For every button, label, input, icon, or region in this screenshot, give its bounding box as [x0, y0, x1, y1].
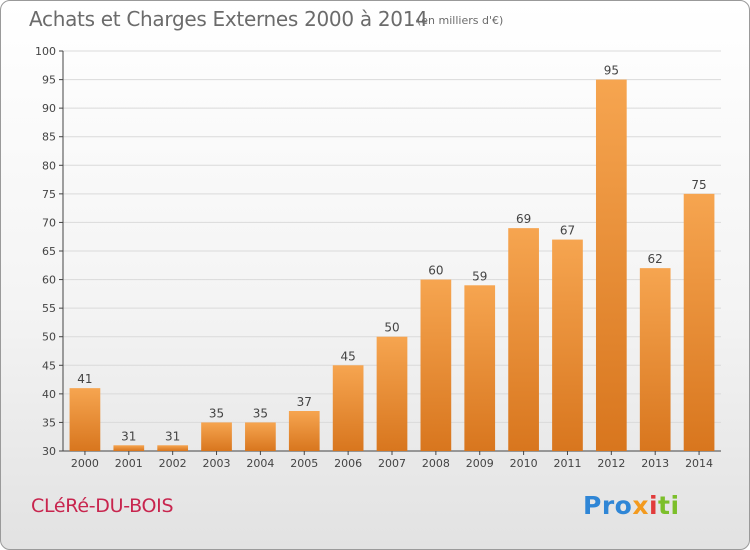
data-label: 35	[209, 406, 224, 420]
bar	[288, 411, 320, 451]
data-label: 67	[560, 224, 575, 238]
data-label: 95	[604, 64, 619, 78]
bar	[464, 285, 496, 451]
bar	[552, 239, 583, 451]
data-label: 37	[297, 395, 312, 409]
x-tick-label: 2013	[641, 457, 669, 470]
y-tick-label: 80	[42, 159, 56, 172]
x-tick-label: 2004	[246, 457, 274, 470]
chart-unit: (en milliers d'€)	[417, 14, 504, 27]
bar	[595, 79, 627, 452]
data-label: 35	[253, 406, 268, 420]
x-tick-label: 2012	[597, 457, 625, 470]
commune-name: CLéRé-DU-BOIS	[31, 495, 174, 517]
y-tick-label: 85	[42, 131, 56, 144]
x-tick-label: 2007	[378, 457, 406, 470]
data-label: 50	[384, 321, 399, 335]
bar	[69, 388, 101, 451]
x-tick-label: 2005	[290, 457, 318, 470]
data-label: 75	[691, 178, 706, 192]
y-tick-label: 70	[42, 216, 56, 229]
data-label: 45	[340, 349, 355, 363]
chart-title: Achats et Charges Externes 2000 à 2014	[29, 7, 428, 31]
y-tick-label: 50	[42, 331, 56, 344]
data-label: 59	[472, 269, 487, 283]
y-tick-label: 60	[42, 274, 56, 287]
x-tick-label: 2002	[159, 457, 187, 470]
bar	[376, 336, 408, 451]
bar	[508, 228, 539, 451]
logo-part: ti	[658, 491, 680, 520]
bar	[245, 422, 276, 451]
y-tick-label: 35	[42, 416, 56, 429]
x-tick-label: 2010	[510, 457, 538, 470]
x-tick-label: 2009	[466, 457, 494, 470]
data-label: 69	[516, 212, 531, 226]
bar	[201, 422, 232, 451]
y-tick-label: 75	[42, 188, 56, 201]
bar	[683, 193, 715, 451]
y-tick-label: 45	[42, 359, 56, 372]
y-tick-label: 100	[35, 45, 56, 58]
data-label: 31	[165, 429, 180, 443]
y-tick-label: 40	[42, 388, 56, 401]
y-tick-label: 30	[42, 445, 56, 458]
logo-part: i	[648, 491, 659, 520]
x-tick-label: 2008	[422, 457, 450, 470]
bar	[157, 445, 189, 451]
data-label: 41	[77, 372, 92, 386]
data-label: 60	[428, 264, 443, 278]
bar	[639, 268, 671, 451]
y-tick-label: 90	[42, 102, 56, 115]
y-tick-label: 65	[42, 245, 56, 258]
y-tick-label: 95	[42, 74, 56, 87]
proxiti-logo: Proxiti	[583, 491, 680, 520]
bar	[113, 445, 145, 451]
x-tick-label: 2011	[553, 457, 581, 470]
logo-part: x	[632, 491, 649, 520]
bar	[420, 279, 452, 451]
data-label: 62	[648, 252, 663, 266]
y-tick-label: 55	[42, 302, 56, 315]
x-tick-label: 2014	[685, 457, 713, 470]
x-tick-label: 2000	[71, 457, 99, 470]
x-tick-label: 2001	[115, 457, 143, 470]
x-tick-label: 2006	[334, 457, 362, 470]
data-label: 31	[121, 429, 136, 443]
logo-part: Pro	[583, 491, 633, 520]
x-tick-label: 2003	[203, 457, 231, 470]
bar	[332, 365, 364, 451]
